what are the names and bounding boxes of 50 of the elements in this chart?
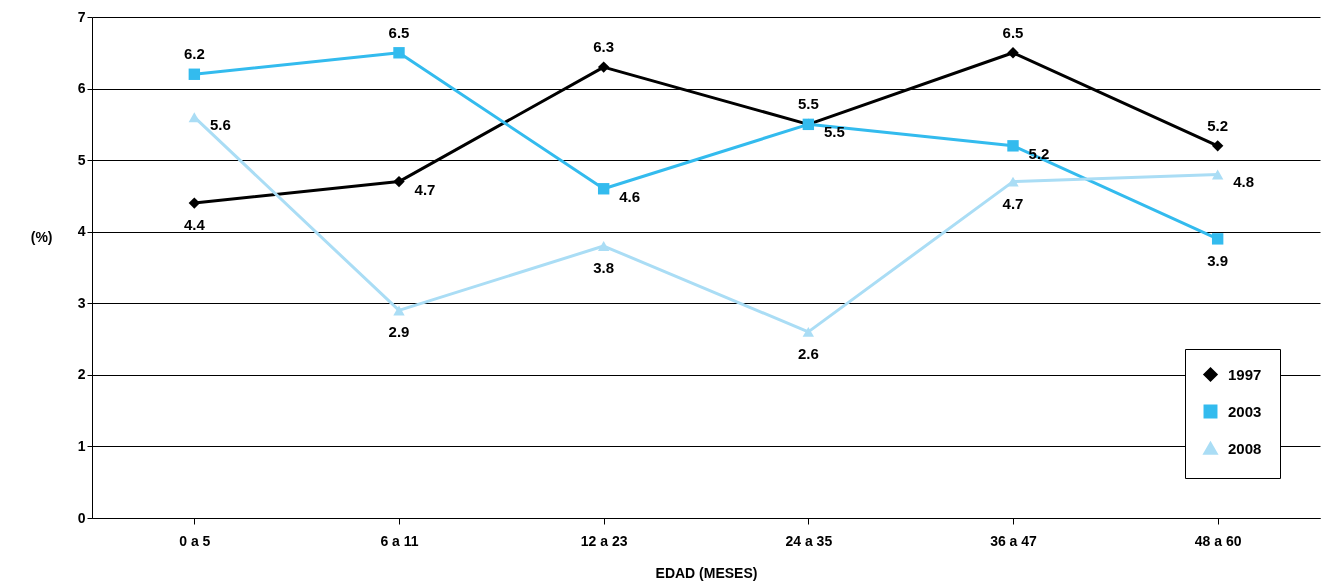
point xyxy=(1007,176,1019,187)
point xyxy=(393,175,405,188)
data-label: 2.6 xyxy=(797,344,819,362)
point xyxy=(1211,140,1224,152)
y-tick-label: 0 xyxy=(77,509,86,526)
x-tick-label: 48 a 60 xyxy=(1194,532,1242,549)
point xyxy=(802,326,815,337)
point xyxy=(597,241,610,251)
data-label: 5.5 xyxy=(823,123,845,141)
data-label: 6.5 xyxy=(388,23,410,41)
point xyxy=(1211,169,1224,180)
x-tick-label: 24 a 35 xyxy=(785,532,833,549)
y-tick-label: 6 xyxy=(77,80,86,97)
y-tick-label: 2 xyxy=(77,366,86,383)
point xyxy=(1007,47,1019,59)
x-tick-label: 36 a 47 xyxy=(990,532,1038,549)
data-label: 6.3 xyxy=(593,38,615,56)
y-tick-label: 3 xyxy=(77,294,86,311)
point xyxy=(597,61,610,73)
data-label: 6.2 xyxy=(183,45,205,63)
data-label: 5.2 xyxy=(1207,116,1229,134)
point xyxy=(188,68,201,80)
legend-label: 2003 xyxy=(1228,402,1262,420)
y-tick-label: 7 xyxy=(77,8,86,25)
point xyxy=(1007,140,1019,152)
y-axis-title: (%) xyxy=(30,228,53,245)
data-label: 4.6 xyxy=(619,187,641,205)
point xyxy=(597,183,610,195)
data-label: 4.7 xyxy=(414,180,436,198)
x-axis-title: EDAD (MESES) xyxy=(655,564,758,581)
point xyxy=(1211,233,1224,245)
data-label: 2.9 xyxy=(388,323,410,341)
point xyxy=(393,47,405,59)
legend-label: 1997 xyxy=(1228,365,1262,383)
data-label: 3.9 xyxy=(1207,251,1229,269)
data-label: 4.4 xyxy=(183,216,206,234)
point xyxy=(393,305,405,316)
y-tick-label: 1 xyxy=(77,437,86,454)
x-tick-label: 0 a 5 xyxy=(179,532,211,549)
data-label: 4.7 xyxy=(1002,194,1024,212)
data-label: 3.8 xyxy=(593,259,615,277)
data-label: 5.5 xyxy=(797,95,819,113)
legend-label: 2008 xyxy=(1228,439,1262,457)
x-tick-label: 6 a 11 xyxy=(380,532,419,549)
data-label: 5.6 xyxy=(209,116,231,134)
y-tick-label: 5 xyxy=(77,151,86,168)
y-tick-label: 4 xyxy=(77,223,86,240)
data-label: 6.5 xyxy=(1002,23,1024,41)
data-label: 4.8 xyxy=(1233,173,1255,191)
x-tick-label: 12 a 23 xyxy=(580,532,628,549)
